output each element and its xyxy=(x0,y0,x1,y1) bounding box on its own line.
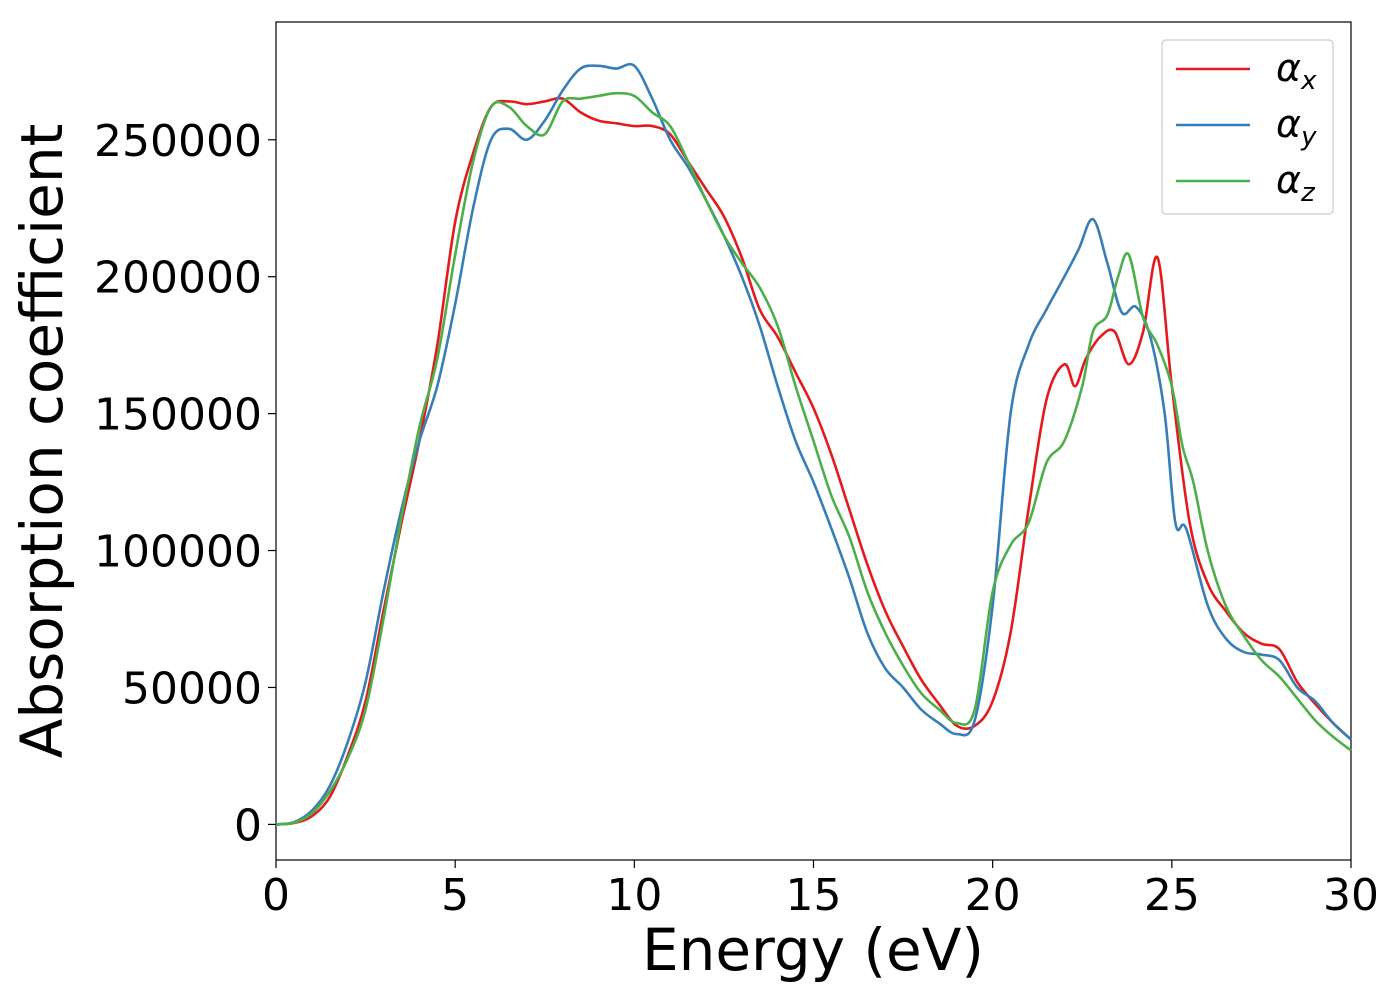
y-tick-label: 0 xyxy=(234,800,262,851)
x-axis: 0 5 10 15 20 25 30 xyxy=(262,860,1379,921)
y-tick-label: 150000 xyxy=(94,390,262,441)
x-tick-label: 5 xyxy=(441,870,469,921)
x-tick-label: 15 xyxy=(786,870,842,921)
y-axis: 0 50000 100000 150000 200000 250000 xyxy=(94,116,276,851)
x-tick-label: 20 xyxy=(965,870,1021,921)
series-line-z xyxy=(275,91,1352,826)
x-tick-label: 10 xyxy=(606,870,662,921)
y-axis-title: Absorption coefficient xyxy=(8,124,76,759)
x-tick-label: 30 xyxy=(1323,870,1379,921)
y-tick-label: 100000 xyxy=(94,527,262,578)
series-line-x xyxy=(275,96,1352,826)
legend-box xyxy=(1161,39,1334,215)
y-tick-label: 250000 xyxy=(94,116,262,167)
y-tick-label: 50000 xyxy=(122,663,262,714)
x-tick-label: 0 xyxy=(262,870,290,921)
x-axis-title: Energy (eV) xyxy=(642,916,984,984)
series-layer xyxy=(275,62,1352,826)
y-tick-label: 200000 xyxy=(94,253,262,304)
x-tick-label: 25 xyxy=(1144,870,1200,921)
series-line-y xyxy=(275,62,1352,826)
